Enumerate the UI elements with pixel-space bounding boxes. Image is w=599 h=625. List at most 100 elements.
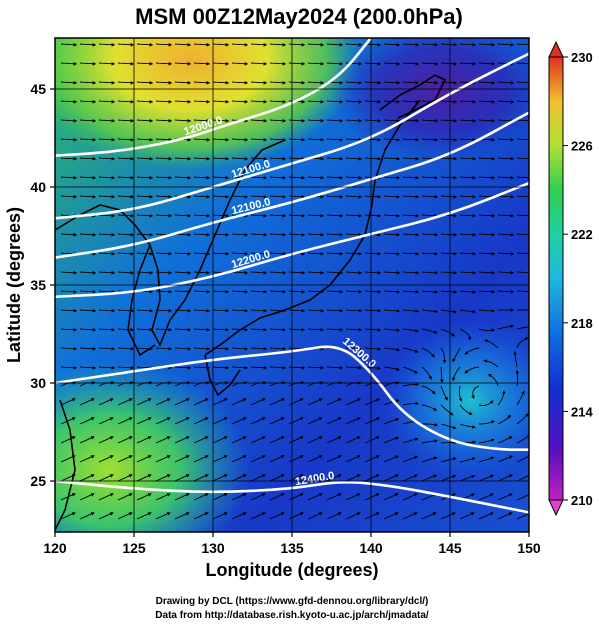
streamline-arrow xyxy=(364,474,380,482)
streamline-arrow xyxy=(231,365,249,370)
streamline-arrow xyxy=(79,194,97,199)
streamline-arrow xyxy=(383,455,399,463)
streamline-arrow xyxy=(402,437,419,444)
colorbar-tick-label: 214 xyxy=(571,404,593,419)
streamline-arrow xyxy=(250,398,266,406)
streamline-arrow xyxy=(478,328,495,333)
streamline-arrow xyxy=(383,417,400,425)
streamline-arrow xyxy=(136,156,154,161)
y-tick-label: 45 xyxy=(30,81,46,97)
streamline-arrow xyxy=(155,474,171,482)
y-axis-label: Latitude (degrees) xyxy=(4,207,24,363)
streamline-arrow xyxy=(117,251,135,256)
streamline-arrow xyxy=(497,324,514,330)
colorbar: 230 226 222 218 214 210 xyxy=(548,40,593,517)
streamline-arrow xyxy=(478,80,496,85)
streamline-arrow xyxy=(193,308,211,313)
streamline-arrow xyxy=(60,42,78,47)
streamline-arrow xyxy=(307,137,325,142)
streamline-arrow xyxy=(117,512,133,520)
streamline-arrow xyxy=(345,42,363,47)
streamline-arrow xyxy=(193,493,209,501)
colorbar-ticks: 230 226 222 218 214 210 xyxy=(563,50,593,508)
streamline-arrow xyxy=(478,400,494,406)
streamline-arrow xyxy=(60,80,78,85)
streamline-arrow xyxy=(98,99,116,104)
streamline-arrow xyxy=(136,327,154,332)
streamline-arrow xyxy=(136,455,152,463)
streamline-arrow xyxy=(516,390,525,406)
streamline-arrow xyxy=(383,270,401,275)
streamline-arrow xyxy=(98,213,116,218)
streamline-arrow xyxy=(117,493,133,501)
lat-lon-grid xyxy=(55,38,529,532)
streamline-arrow xyxy=(497,42,515,47)
streamline-arrow xyxy=(440,270,458,275)
streamline-arrow xyxy=(364,194,382,199)
streamline-arrow xyxy=(478,420,495,425)
streamline-arrow xyxy=(383,175,401,180)
streamline-arrow xyxy=(421,385,436,395)
streamline-arrow xyxy=(440,194,458,199)
streamline-arrow xyxy=(345,213,363,218)
streamline-arrow xyxy=(250,417,266,425)
streamline-arrow xyxy=(193,156,211,161)
streamline-arrow xyxy=(307,232,325,237)
streamline-arrow xyxy=(307,417,323,425)
streamline-arrow xyxy=(269,80,287,85)
streamline-arrow xyxy=(212,493,228,501)
streamline-arrow xyxy=(516,271,529,274)
streamline-arrow xyxy=(421,232,439,237)
streamline-arrow xyxy=(478,213,496,218)
streamline-arrow xyxy=(269,42,287,47)
streamline-arrow xyxy=(383,474,399,482)
streamline-arrow xyxy=(326,61,344,66)
streamline-arrow xyxy=(98,42,116,47)
streamline-arrow xyxy=(326,232,344,237)
streamline-arrow xyxy=(402,80,420,85)
streamline-arrow xyxy=(212,436,228,444)
streamline-arrow xyxy=(60,61,78,66)
streamline-arrow xyxy=(136,232,154,237)
streamline-arrow xyxy=(60,455,76,463)
streamline-arrow xyxy=(364,80,382,85)
streamline-arrow xyxy=(497,414,512,425)
streamline-arrow xyxy=(231,156,249,161)
streamline-arrow xyxy=(60,232,78,237)
streamline-arrow xyxy=(326,251,344,256)
streamline-arrow xyxy=(60,327,78,332)
streamline-arrow xyxy=(212,512,228,520)
streamline-arrow xyxy=(250,436,266,444)
streamline-arrow xyxy=(402,99,420,104)
streamline-arrow xyxy=(79,346,97,351)
streamline-arrow xyxy=(98,137,116,142)
streamline-arrow xyxy=(440,156,458,161)
streamline-arrow xyxy=(440,118,458,123)
streamline-arrow xyxy=(60,436,76,444)
streamline-arrow xyxy=(459,156,477,161)
x-tick-label: 150 xyxy=(517,540,541,556)
y-tick-label: 30 xyxy=(30,375,46,391)
streamline-arrow xyxy=(155,493,171,501)
streamline-arrow xyxy=(155,213,173,218)
streamline-arrow xyxy=(307,118,325,123)
streamline-arrow xyxy=(383,347,401,352)
streamline-arrow xyxy=(364,398,380,406)
streamline-arrow xyxy=(193,137,211,142)
streamline-arrow xyxy=(402,512,418,520)
streamline-arrow xyxy=(212,327,230,332)
y-axis: 25 30 35 40 45 xyxy=(30,81,55,489)
streamline-arrow xyxy=(98,232,116,237)
streamline-arrow xyxy=(79,99,97,104)
streamline-arrow xyxy=(402,493,418,501)
streamline-arrow xyxy=(326,436,342,444)
streamline-arrow xyxy=(516,252,529,255)
x-axis-label: Longitude (degrees) xyxy=(205,560,378,580)
streamline-arrow xyxy=(269,194,287,199)
streamline-arrow xyxy=(193,251,211,256)
streamline-arrow xyxy=(383,99,401,104)
streamline-arrow xyxy=(516,337,529,349)
streamline-arrow xyxy=(383,61,401,66)
streamline-arrow xyxy=(307,175,325,180)
streamline-arrow xyxy=(451,366,461,382)
